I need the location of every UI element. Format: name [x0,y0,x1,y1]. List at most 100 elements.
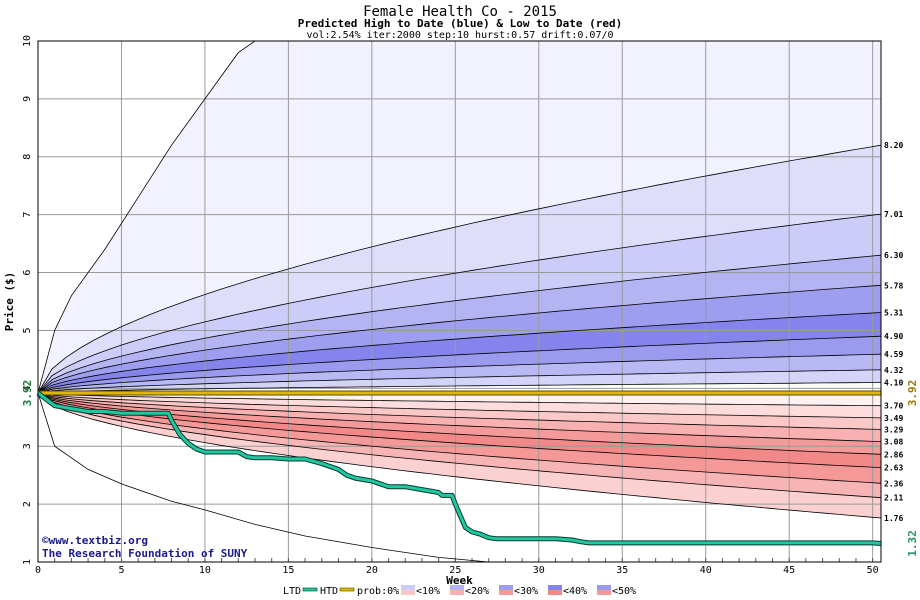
y-tick-label: 3 [22,443,33,449]
low-percentile-curve [37,392,882,468]
curve-end-value: 4.10 [884,379,903,388]
legend-step-label: <30% [514,586,538,597]
high-band [38,312,881,393]
y-tick-label: 7 [22,212,33,218]
x-tick-label: 50 [867,565,879,576]
curve-end-value: 7.01 [884,210,903,219]
high-band [38,369,881,393]
legend: LTD HTD prob:0% <10% <20% <30% <40% <50% [283,585,636,597]
legend-step-swatch [597,585,611,595]
legend-step-swatch [450,585,464,595]
low-band [38,393,881,406]
y-tick-label: 8 [22,154,33,160]
curve-end-value: 1.76 [884,514,903,523]
curve-end-labels: 8.20 7.01 6.30 5.78 5.31 4.90 4.59 4.32 4.10 3.70… [884,141,903,523]
low-percentile-curve [37,392,882,430]
low-percentile-curve [37,392,882,519]
price-series [36,390,882,546]
legend-prob-label: prob:0% [357,586,399,597]
legend-ltd-label: LTD [283,586,301,597]
start-price-label: 3.92 [21,380,34,407]
x-axis-label: Week [446,574,473,587]
x-tick-label: 0 [35,565,41,576]
high-percentile-curve [37,144,882,394]
legend-step-label: <20% [465,586,489,597]
high-band [38,41,881,393]
x-tick-label: 25 [449,565,461,576]
x-tick-label: 15 [282,565,294,576]
high-percentile-curve [37,312,882,394]
legend-htd-swatch [339,587,355,592]
curve-end-value: 3.29 [884,425,903,434]
legend-ltd-swatch [302,587,318,592]
x-tick-label: 10 [199,565,211,576]
legend-step-low-swatch [499,590,513,595]
y-tick-label: 6 [22,270,33,276]
low-band [38,393,881,484]
high-percentile-curve [37,353,882,394]
legend-step-low-swatch [597,590,611,595]
high-percentile-curve [37,254,882,394]
x-tick-label: 30 [533,565,545,576]
percentile-curves [37,40,882,563]
plot-frame [37,40,882,563]
low-percentile-curve [37,392,882,407]
legend-step-high-swatch [499,585,513,590]
curve-end-value: 5.78 [884,281,903,290]
legend-step-low-swatch [548,590,562,595]
credit-line-2: The Research Foundation of SUNY [42,547,248,560]
current-price-label: 1.32 [906,530,919,557]
curve-end-value: 2.63 [884,464,903,473]
curve-end-value: 3.70 [884,402,903,411]
low-band [38,393,881,418]
y-tick-label: 2 [22,501,33,507]
y-axis-label: Price ($) [3,272,16,332]
low-band [38,393,881,498]
low-band [38,393,881,455]
legend-step-high-swatch [450,585,464,590]
credit-line-1: ©www.textbiz.org [42,534,148,547]
price-markers: 3.92 3.92 1.32 [21,380,919,557]
curve-end-value: 2.86 [884,450,903,459]
x-tick-label: 5 [118,565,124,576]
legend-step-swatch [548,585,562,595]
curve-end-value: 5.31 [884,308,903,317]
curve-end-value: 3.49 [884,414,903,423]
legend-step-label: <50% [612,586,636,597]
x-tick-label: 35 [616,565,628,576]
y-tick-label: 1 [22,559,33,565]
legend-step-swatch [401,585,415,595]
curve-end-value: 4.59 [884,350,903,359]
legend-step-label: <10% [416,586,440,597]
outer-low-curve [37,392,489,563]
chart-parameters: vol:2.54% iter:2000 step:10 hurst:0.57 d… [306,30,613,41]
legend-step-label: <40% [563,586,587,597]
curve-end-value: 8.20 [884,141,903,150]
y-tick-label: 4 [22,385,33,391]
probability-bands [38,41,881,518]
high-band [38,214,881,393]
curve-end-value: 2.11 [884,494,903,503]
chart-title: Female Health Co - 2015 [363,4,557,20]
high-band [38,145,881,393]
y-tick-label: 5 [22,327,33,333]
legend-htd-label: HTD [320,586,338,597]
chart-subtitle: Predicted High to Date (blue) & Low to D… [298,17,623,30]
low-percentile-curve [37,392,882,442]
legend-step-high-swatch [597,585,611,590]
reference-price-label: 3.92 [906,380,919,407]
high-percentile-curve [37,369,882,394]
x-tick-label: 20 [366,565,378,576]
high-percentile-curve [37,213,882,394]
low-band [38,393,881,442]
low-band [38,393,881,468]
low-percentile-curve [37,392,882,455]
ltd-series [37,391,882,545]
curve-end-value: 6.30 [884,251,903,260]
legend-step-swatch [499,585,513,595]
grid-lines [37,41,881,562]
low-percentile-curve [37,392,882,484]
high-percentile-curve [37,382,882,394]
